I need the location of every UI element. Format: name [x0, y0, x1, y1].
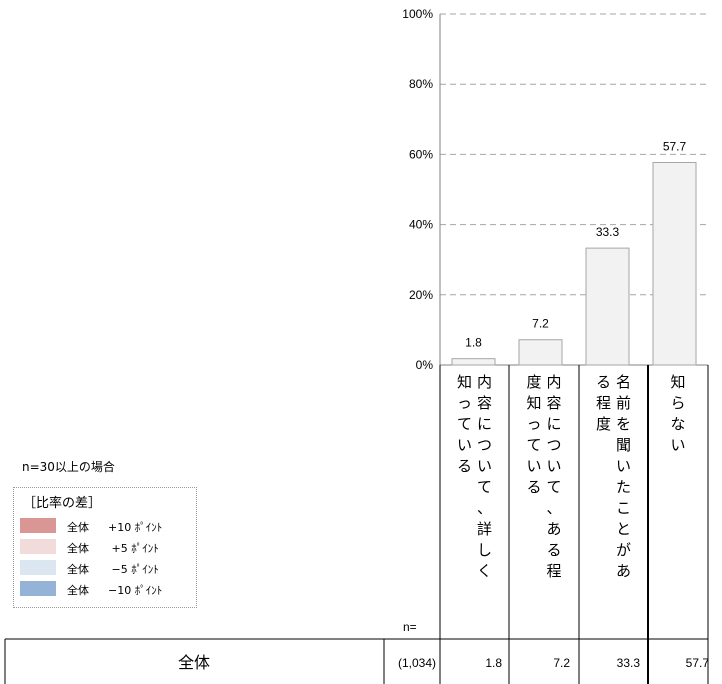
category-label-char: ら — [670, 394, 685, 412]
y-tick-label: 60% — [409, 147, 433, 161]
legend-swatch — [20, 581, 56, 596]
legend-swatch — [20, 560, 56, 575]
category-label-char: 、 — [546, 499, 561, 517]
table-cell-value: 57.7 — [685, 656, 709, 670]
category-label-char: っ — [457, 394, 472, 412]
category-label-char: こ — [616, 499, 631, 517]
bar — [518, 339, 563, 366]
legend-value: +10 ﾎﾟｲﾝﾄ — [108, 521, 163, 534]
category-label-char: 容 — [546, 394, 561, 412]
category-label-char: っ — [526, 415, 541, 433]
sample-size-note: n=30以上の場合 — [22, 460, 115, 474]
n-header: n= — [403, 620, 417, 634]
category-label-char: 聞 — [616, 436, 631, 454]
category-label-char: 知 — [457, 373, 472, 391]
legend-value: +5 ﾎﾟｲﾝﾄ — [108, 542, 159, 555]
data-label: 7.2 — [532, 317, 549, 331]
category-label-char: 内 — [477, 373, 492, 391]
category-label-char: い — [457, 436, 472, 454]
category-label-char: 容 — [477, 394, 492, 412]
legend-item: 全体 −5 ﾎﾟｲﾝﾄ — [20, 560, 196, 576]
y-tick-label: 20% — [409, 288, 433, 302]
category-label-char: る — [596, 373, 611, 391]
category-label-char: つ — [477, 436, 492, 454]
category-label-char: 、 — [477, 499, 492, 517]
category-label-char: 度 — [596, 415, 611, 433]
bar — [652, 161, 697, 366]
bar — [451, 358, 496, 366]
category-label-char: あ — [616, 562, 631, 580]
legend-title: ［比率の差］ — [23, 496, 102, 511]
category-label-char: た — [616, 478, 631, 496]
table-lines — [4, 365, 709, 684]
category-label-char: が — [616, 541, 631, 559]
y-tick-label: 40% — [409, 218, 433, 232]
data-labels: 1.8 7.2 33.3 57.7 — [465, 139, 686, 349]
category-label-char: 内 — [546, 373, 561, 391]
category-label-char: あ — [546, 520, 561, 538]
category-label-char: て — [477, 478, 492, 496]
category-label-char: い — [526, 457, 541, 475]
category-label-char: と — [616, 520, 631, 538]
category-label-char: い — [616, 457, 631, 475]
category-label-char: を — [616, 415, 631, 433]
category-label-char: く — [477, 562, 492, 580]
data-label: 57.7 — [663, 139, 687, 153]
legend-label: 全体 — [67, 584, 89, 597]
bars — [451, 161, 697, 366]
table-row-n: (1,034) — [397, 656, 436, 670]
table-cell-value: 33.3 — [616, 656, 640, 670]
category-label-char: つ — [546, 436, 561, 454]
category-label-char: し — [477, 541, 492, 559]
legend-label: 全体 — [67, 563, 89, 576]
category-label-char: い — [477, 457, 492, 475]
category-label-char: に — [546, 415, 561, 433]
category-label-char: る — [457, 457, 472, 475]
category-label-char: 詳 — [477, 520, 492, 538]
difference-legend: ［比率の差］ 全体 +10 ﾎﾟｲﾝﾄ 全体 +5 ﾎﾟｲﾝﾄ 全体 −5 ﾎﾟ… — [13, 487, 197, 608]
category-label-char: 程 — [596, 394, 611, 412]
legend-label: 全体 — [67, 521, 89, 534]
legend-label: 全体 — [67, 542, 89, 555]
category-label-char: に — [477, 415, 492, 433]
legend-value: −5 ﾎﾟｲﾝﾄ — [108, 563, 159, 576]
category-label-char: 程 — [546, 562, 561, 580]
y-tick-label: 100% — [402, 7, 433, 21]
legend-swatch — [20, 518, 56, 533]
category-label-char: な — [670, 415, 685, 433]
category-label-char: 名 — [616, 373, 631, 391]
table-cell-value: 7.2 — [553, 656, 570, 670]
category-label-char: る — [546, 541, 561, 559]
y-tick-label: 0% — [416, 358, 434, 372]
table-row-label: 全体 — [177, 653, 210, 672]
legend-item: 全体 −10 ﾎﾟｲﾝﾄ — [20, 581, 196, 597]
legend-swatch — [20, 539, 56, 554]
category-label-char: て — [457, 415, 472, 433]
category-labels: 内容について、詳しく知っている内容について、ある程度知っている名前を聞いたことが… — [457, 373, 686, 580]
category-label-char: い — [546, 457, 561, 475]
data-label: 1.8 — [465, 336, 482, 350]
table-cell-value: 1.8 — [485, 656, 502, 670]
legend-item: 全体 +5 ﾎﾟｲﾝﾄ — [20, 539, 196, 555]
legend-item: 全体 +10 ﾎﾟｲﾝﾄ — [20, 518, 196, 534]
y-axis: 0% 20% 40% 60% 80% 100% — [402, 7, 708, 372]
category-label-char: 度 — [526, 373, 541, 391]
category-label-char: い — [670, 436, 685, 454]
legend-value: −10 ﾎﾟｲﾝﾄ — [108, 584, 163, 597]
y-tick-label: 80% — [409, 77, 433, 91]
category-label-char: て — [546, 478, 561, 496]
category-label-char: て — [526, 436, 541, 454]
category-label-char: 知 — [670, 373, 685, 391]
category-label-char: 前 — [616, 394, 631, 412]
data-label: 33.3 — [596, 225, 620, 239]
category-label-char: 知 — [526, 394, 541, 412]
bar — [585, 247, 630, 366]
category-label-char: る — [526, 478, 541, 496]
